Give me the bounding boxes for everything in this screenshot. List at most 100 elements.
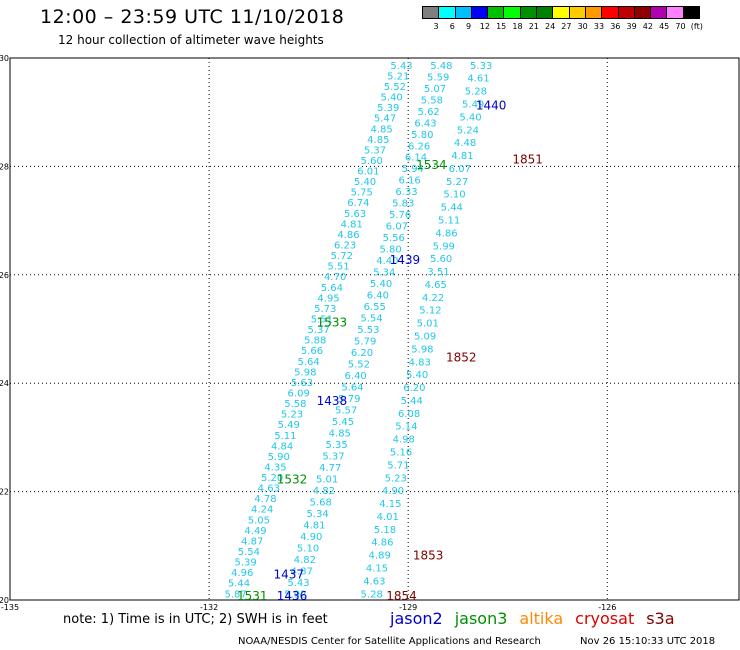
wave-height-label: 4.90	[382, 486, 404, 497]
wave-height-label: 5.58	[284, 399, 306, 410]
y-tick-label: 20	[0, 596, 9, 605]
wave-height-label: 5.83	[392, 199, 414, 210]
color-scale-tick: 36	[610, 22, 621, 31]
pass-time-label: 1440	[476, 98, 507, 112]
wave-height-label: 5.54	[360, 314, 382, 325]
wave-height-label: 5.63	[344, 209, 366, 220]
wave-height-label: 5.75	[351, 188, 373, 199]
x-tick-label: -135	[1, 603, 19, 612]
wave-height-label: 4.22	[422, 293, 444, 304]
wave-height-label: 5.11	[274, 431, 296, 442]
wave-height-label: 4.86	[371, 538, 393, 549]
wave-height-label: 5.71	[387, 460, 409, 471]
wave-height-label: 4.90	[300, 532, 322, 543]
color-scale-tick: 39	[626, 22, 637, 31]
wave-height-label: 6.01	[357, 167, 379, 178]
wave-height-label: 5.10	[443, 190, 465, 201]
wave-height-label: 5.14	[395, 422, 417, 433]
wave-height-label: 6.26	[408, 141, 430, 152]
wave-height-label: 4.96	[231, 568, 253, 579]
wave-height-label: 5.54	[238, 547, 260, 558]
wave-height-label: 5.98	[411, 344, 433, 355]
wave-height-label: 4.82	[313, 486, 335, 497]
wave-height-label: 4.89	[369, 551, 391, 562]
satellite-legend-item: cryosat	[575, 609, 635, 628]
wave-height-label: 4.48	[454, 138, 476, 149]
wave-height-label: 5.28	[465, 87, 487, 98]
wave-height-label: 5.37	[307, 325, 329, 336]
wave-height-label: 4.77	[319, 463, 341, 474]
wave-height-label: 4.24	[251, 505, 273, 516]
wave-height-label: 6.40	[367, 291, 389, 302]
wave-height-label: 5.01	[417, 319, 439, 330]
wave-height-label: 5.79	[354, 337, 376, 348]
wave-height-label: 5.21	[387, 71, 409, 82]
wave-height-label: 5.34	[373, 268, 395, 279]
wave-height-label: 5.60	[430, 254, 452, 265]
color-scale-tick: 6	[449, 22, 455, 31]
color-scale-tick: 33	[593, 22, 605, 31]
wave-height-label: 5.92	[284, 589, 306, 600]
color-scale-tick: 3	[433, 22, 439, 31]
credit-line: NOAA/NESDIS Center for Satellite Applica…	[238, 636, 541, 647]
pass-time-label: 1534	[416, 158, 447, 172]
color-scale-legend	[422, 6, 701, 19]
wave-height-label: 5.94	[402, 164, 424, 175]
y-tick-label: 22	[0, 488, 9, 497]
pass-time-label: 1439	[390, 253, 421, 267]
wave-height-label: 4.15	[366, 564, 388, 575]
color-scale-tick: 30	[577, 22, 588, 31]
wave-height-label: 5.40	[354, 177, 376, 188]
wave-height-label: 5.40	[459, 112, 481, 123]
y-tick-label: 26	[0, 271, 9, 280]
wave-height-label: 5.40	[370, 279, 392, 290]
wave-height-label: 6.16	[398, 176, 420, 187]
wave-height-label: 5.44	[228, 579, 250, 590]
wave-height-label: 5.49	[278, 420, 300, 431]
y-tick-label: 24	[0, 379, 9, 388]
wave-height-label: 6.74	[347, 198, 369, 209]
pass-time-label: 1436	[277, 589, 308, 603]
color-scale-labels: 3 6 9 12 15 18 21 24 27 30 33 36 39 42 45 70 (ft)	[428, 22, 738, 34]
wave-height-label: 6.07	[386, 222, 408, 233]
color-scale-tick: 45	[659, 22, 670, 31]
wave-height-label: 6.14	[405, 153, 427, 164]
wave-height-label: 5.37	[364, 145, 386, 156]
pass-time-label: 1851	[512, 153, 543, 167]
wave-height-label: 4.85	[329, 428, 351, 439]
wave-height-label: 4.85	[367, 135, 389, 146]
wave-height-label: 5.99	[433, 241, 455, 252]
wave-height-label: 4.63	[258, 484, 280, 495]
wave-height-label: 5.88	[304, 336, 326, 347]
wave-height-label: 5.76	[389, 210, 411, 221]
wave-height-label: 5.56	[383, 233, 405, 244]
color-scale-tick: 21	[528, 22, 539, 31]
wave-height-label: 5.63	[291, 378, 313, 389]
wave-height-label: 6.07	[449, 164, 471, 175]
wave-height-label: 4.84	[271, 441, 293, 452]
satellite-legend-item: jason2	[390, 609, 443, 628]
wave-height-label: 5.23	[385, 473, 407, 484]
wave-height-label: 6.09	[288, 388, 310, 399]
wave-height-label: 5.52	[348, 360, 370, 371]
pass-time-label: 1852	[446, 351, 477, 365]
wave-height-label: 6.33	[395, 187, 417, 198]
wave-height-label: 5.40	[380, 93, 402, 104]
color-scale-tick: 18	[512, 22, 523, 31]
color-swatch	[682, 6, 701, 19]
wave-height-label: 4.61	[467, 74, 489, 85]
wave-height-label: 5.64	[298, 357, 320, 368]
wave-height-label: 5.59	[427, 72, 449, 83]
y-tick-label: 30	[0, 54, 9, 63]
color-scale-tick: 42	[642, 22, 653, 31]
wave-height-label: 5.64	[321, 283, 343, 294]
wave-height-label: 5.39	[234, 558, 256, 569]
wave-height-label: 5.16	[390, 448, 412, 459]
wave-height-label: 4.82	[294, 555, 316, 566]
wave-height-label: 5.10	[297, 543, 319, 554]
wave-height-label: 5.40	[406, 370, 428, 381]
wave-height-label: 5.43	[390, 61, 412, 72]
pass-time-label: 1437	[273, 567, 304, 581]
wave-height-label: 5.43	[287, 578, 309, 589]
